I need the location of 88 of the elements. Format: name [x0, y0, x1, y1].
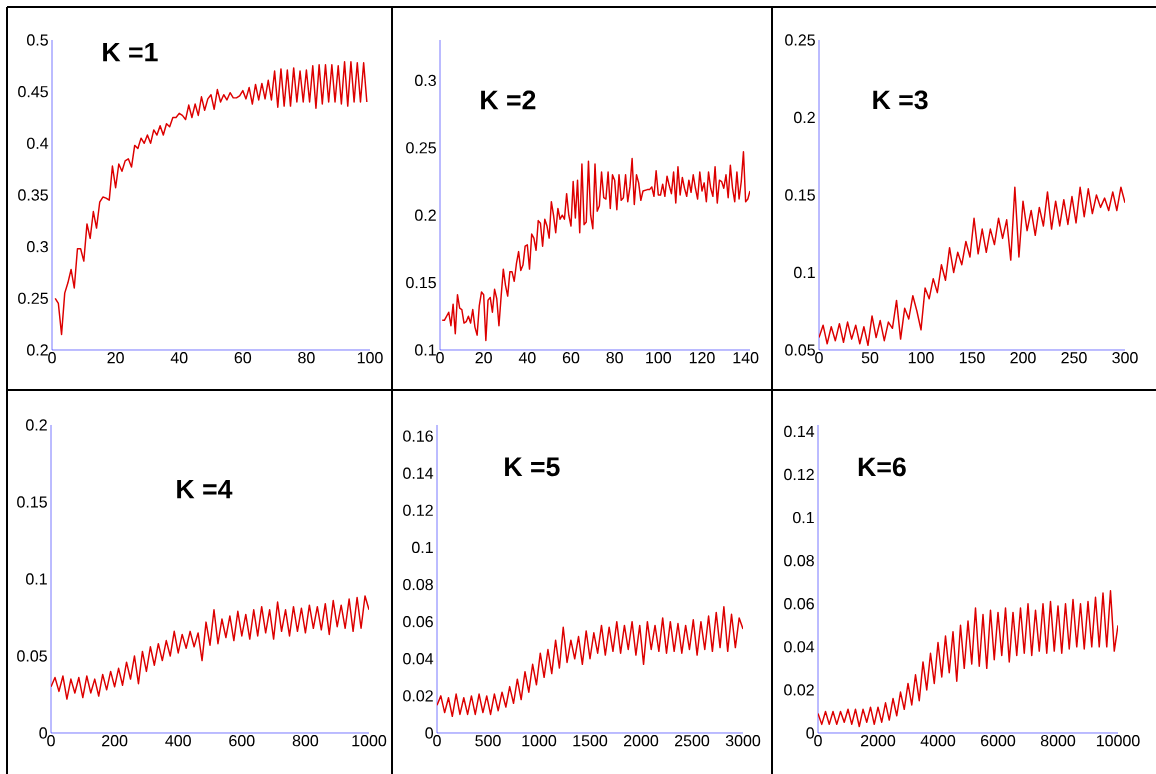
x-tick-label: 0: [436, 352, 444, 364]
x-tick-label: 100: [646, 352, 672, 364]
y-tick-label: 0.08: [784, 555, 814, 567]
x-tick-label: 60: [234, 352, 252, 364]
x-tick-label: 300: [1112, 352, 1138, 364]
y-tick-label: 0.25: [406, 142, 436, 154]
x-tick-label: 2000: [624, 735, 659, 747]
line-series: [441, 151, 750, 342]
x-tick-label: 40: [170, 352, 188, 364]
line-series: [818, 590, 1119, 728]
y-tick-label: 0.05: [785, 344, 815, 356]
y-tick-label: 0.06: [403, 616, 433, 628]
y-tick-label: 0.14: [403, 467, 434, 479]
x-tick-label: 400: [165, 735, 191, 747]
x-tick-label: 20: [107, 352, 124, 364]
x-tick-label: 250: [1061, 352, 1087, 364]
x-tick-label: 80: [606, 352, 623, 364]
y-tick-label: 0.5: [27, 34, 48, 46]
y-tick-label: 0.2: [794, 111, 815, 124]
chart-title: K =1: [103, 42, 158, 62]
y-tick-label: 0.02: [784, 684, 814, 696]
line-series: [819, 186, 1125, 347]
x-tick-label: 200: [102, 735, 128, 747]
x-tick-label: 8000: [1040, 735, 1076, 747]
x-tick-label: 10000: [1096, 735, 1140, 747]
y-tick-label: 0.1: [793, 511, 814, 524]
x-tick-label: 60: [562, 352, 580, 364]
y-tick-label: 0.35: [18, 189, 48, 201]
y-tick-label: 0.1: [415, 344, 436, 356]
x-tick-label: 3000: [725, 735, 761, 747]
x-tick-label: 120: [689, 352, 715, 364]
y-tick-label: 0.1: [794, 266, 815, 279]
y-tick-label: 0.02: [403, 690, 433, 702]
x-tick-label: 600: [229, 735, 255, 747]
y-tick-label: 0.04: [403, 653, 434, 665]
text: K =5: [505, 457, 560, 477]
y-tick-label: 0.2: [27, 344, 48, 356]
y-tick-label: 0.12: [403, 504, 433, 516]
y-tick-label: 0.25: [785, 34, 815, 46]
text: K =3: [873, 90, 928, 110]
x-tick-label: 20: [475, 352, 492, 364]
x-tick-label: 40: [518, 352, 536, 364]
y-tick-label: 0.14: [784, 425, 815, 438]
x-tick-label: 0: [48, 352, 56, 364]
x-tick-label: 140: [733, 352, 759, 364]
y-tick-label: 0.04: [784, 641, 815, 653]
x-tick-label: 800: [292, 735, 319, 747]
y-tick-label: 0.1: [26, 573, 47, 585]
x-tick-label: 1500: [573, 735, 608, 747]
y-tick-label: 0: [39, 727, 48, 739]
y-tick-label: 0.15: [17, 496, 47, 508]
x-tick-label: 200: [1010, 352, 1036, 364]
x-tick-label: 2500: [675, 735, 710, 747]
x-tick-label: 1000: [352, 735, 387, 747]
x-tick-label: 100: [357, 352, 383, 364]
x-tick-label: 0: [815, 352, 823, 364]
y-tick-label: 0.3: [27, 241, 48, 253]
x-tick-label: 2000: [861, 735, 896, 747]
x-tick-label: 50: [861, 352, 879, 364]
y-tick-label: 0.25: [18, 292, 48, 304]
y-tick-label: 0.05: [17, 650, 47, 662]
y-tick-label: 0.16: [403, 430, 433, 442]
x-tick-label: 80: [298, 352, 315, 364]
line-series: [51, 595, 370, 700]
y-tick-label: 0.08: [403, 578, 433, 591]
x-tick-label: 150: [959, 352, 985, 364]
text: K=6: [858, 457, 906, 477]
y-tick-label: 0: [806, 727, 815, 739]
text: K =2: [481, 90, 536, 110]
y-tick-label: 0.2: [415, 209, 436, 221]
text: K =4: [177, 479, 233, 499]
x-tick-label: 4000: [920, 735, 956, 747]
y-tick-label: 0.06: [784, 598, 814, 610]
x-tick-label: 1000: [522, 735, 557, 747]
y-tick-label: 0.15: [785, 189, 815, 201]
y-tick-label: 0.2: [26, 419, 47, 431]
y-tick-label: 0: [425, 727, 434, 739]
line-series: [54, 60, 368, 336]
x-tick-label: 6000: [981, 735, 1016, 747]
x-tick-label: 100: [908, 352, 934, 364]
y-tick-label: 0.15: [406, 276, 436, 289]
y-tick-label: 0.4: [27, 137, 49, 149]
x-tick-label: 500: [475, 735, 501, 747]
y-tick-label: 0.45: [18, 86, 48, 98]
line-series: [437, 606, 744, 718]
y-tick-label: 0.3: [415, 74, 436, 87]
y-tick-label: 0.1: [412, 541, 433, 554]
y-tick-label: 0.12: [784, 468, 814, 481]
